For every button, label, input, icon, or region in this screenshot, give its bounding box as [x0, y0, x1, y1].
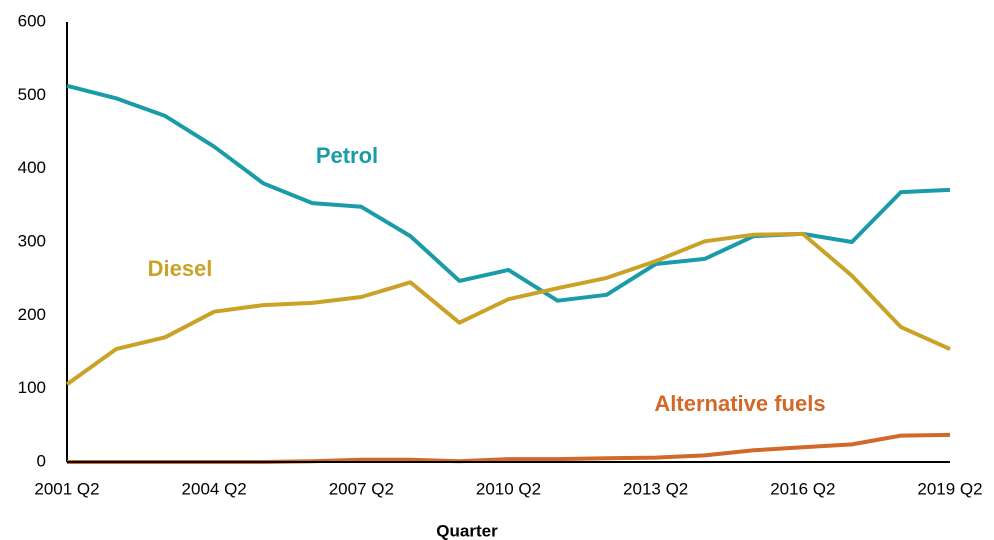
series-line	[67, 432, 951, 464]
x-axis-title: Quarter	[436, 521, 498, 540]
x-tick-label: 2010 Q2	[476, 479, 541, 498]
x-tick-label: 2007 Q2	[329, 479, 394, 498]
x-tick-label: 2019 Q2	[917, 479, 982, 498]
x-tick-label: 2004 Q2	[182, 479, 247, 498]
x-tick-label: 2013 Q2	[623, 479, 688, 498]
series-label: Alternative fuels	[654, 391, 825, 416]
y-tick-label: 200	[18, 305, 46, 324]
series-label: Petrol	[316, 143, 378, 168]
series-label: Diesel	[148, 256, 213, 281]
series-line	[65, 231, 951, 386]
y-tick-label: 400	[18, 158, 46, 177]
y-tick-label: 500	[18, 85, 46, 104]
y-tick-label: 0	[37, 451, 46, 470]
y-tick-label: 300	[18, 231, 46, 250]
y-tick-label: 600	[18, 11, 46, 30]
x-tick-label: 2001 Q2	[34, 479, 99, 498]
y-tick-label: 100	[18, 378, 46, 397]
x-tick-label: 2016 Q2	[770, 479, 835, 498]
